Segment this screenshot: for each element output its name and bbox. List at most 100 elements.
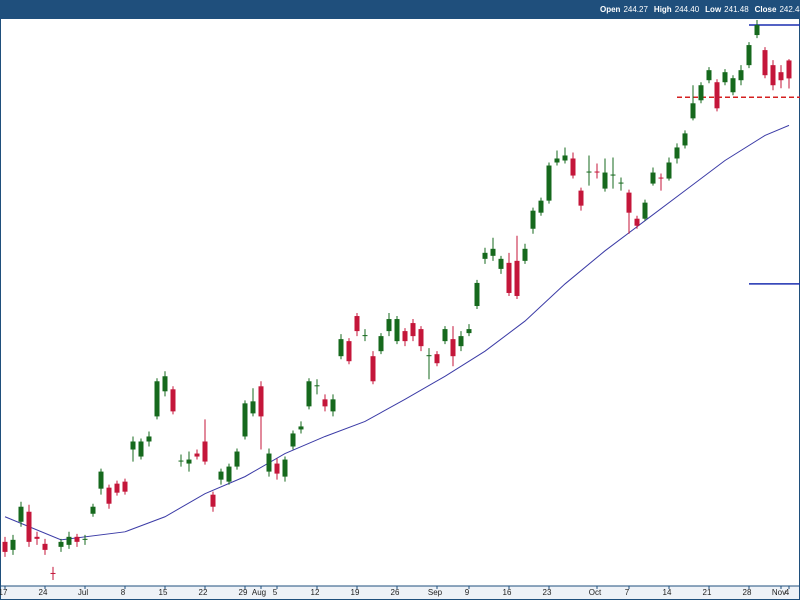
x-tick-label: 16 (503, 588, 512, 597)
header-value: 244.27 (623, 5, 648, 14)
candle-body (378, 336, 384, 352)
candle-body (18, 506, 24, 522)
candle-body (714, 82, 720, 109)
candle-body (610, 174, 616, 176)
candle-body (538, 200, 544, 213)
candle-body (82, 538, 88, 540)
candle-body (562, 155, 568, 161)
candle-body (650, 172, 656, 184)
candle-body (642, 202, 648, 219)
x-tick-label: 28 (743, 588, 752, 597)
candle-body (186, 459, 192, 464)
x-tick-label: 17 (0, 588, 8, 597)
candle-body (450, 339, 456, 357)
candle-body (578, 190, 584, 206)
candle-body (338, 339, 344, 357)
candle-body (370, 356, 376, 382)
candle-body (98, 471, 104, 489)
x-tick-label: 24 (39, 588, 48, 597)
candle-body (570, 158, 576, 176)
x-tick-label: 19 (351, 588, 360, 597)
candle-body (770, 65, 776, 86)
candle-body (242, 403, 248, 437)
x-tick-label: 7 (625, 588, 630, 597)
candle-body (690, 103, 696, 119)
candle-body (722, 72, 728, 83)
x-tick-label: 21 (703, 588, 712, 597)
candle-body (2, 541, 8, 552)
candle-body (74, 536, 80, 542)
candle-body (738, 70, 744, 81)
candle-body (522, 248, 528, 261)
x-tick-label: Sep (428, 588, 443, 597)
candle-body (250, 401, 256, 414)
candle-body (258, 386, 264, 417)
candle-body (234, 451, 240, 467)
x-tick-label: Jul (78, 588, 88, 597)
candle-body (322, 399, 328, 407)
candle-body (618, 182, 624, 184)
candle-body (666, 162, 672, 179)
candle-body (202, 441, 208, 462)
candle-body (546, 165, 552, 201)
candle-body (434, 354, 440, 364)
x-tick-label: Aug (252, 588, 266, 597)
header-label: High (654, 5, 672, 14)
header-value: 242.48 (779, 5, 800, 14)
candle-body (314, 385, 320, 387)
candle-body (514, 260, 520, 296)
candle-body (402, 331, 408, 342)
candle-body (586, 171, 592, 173)
candle-body (122, 481, 128, 492)
header-label: Low (705, 5, 722, 14)
candle-body (706, 70, 712, 81)
candle-body (394, 319, 400, 342)
x-tick-label: 9 (465, 588, 470, 597)
x-tick-label: 23 (543, 588, 552, 597)
candle-body (530, 210, 536, 229)
candle-body (506, 262, 512, 293)
candle-body (778, 72, 784, 81)
candle-body (274, 463, 280, 474)
header-label: Close (755, 5, 777, 14)
candle-body (754, 25, 760, 36)
candle-body (498, 258, 504, 269)
x-tick-label: Oct (589, 588, 602, 597)
x-tick-label: 14 (663, 588, 672, 597)
x-tick-label: 12 (311, 588, 320, 597)
x-tick-label: 8 (121, 588, 126, 597)
candle-body (418, 329, 424, 347)
x-axis-bar (0, 586, 800, 600)
candle-body (602, 172, 608, 189)
x-tick-label: 15 (159, 588, 168, 597)
candle-body (90, 506, 96, 514)
candle-body (786, 60, 792, 79)
candle-body (50, 572, 56, 574)
candle-body (66, 536, 72, 545)
x-tick-label: Nov (772, 588, 786, 597)
x-tick-label: 29 (239, 588, 248, 597)
candle-body (386, 319, 392, 332)
candle-body (210, 494, 216, 507)
header-value: 244.40 (675, 5, 700, 14)
candle-body (354, 316, 360, 332)
candle-body (490, 248, 496, 256)
candle-body (410, 323, 416, 337)
candle-body (594, 171, 600, 173)
x-tick-label: 26 (391, 588, 400, 597)
header-value: 241.48 (724, 5, 749, 14)
candle-body (170, 389, 176, 412)
candle-body (58, 541, 64, 547)
candle-body (762, 50, 768, 76)
header-label: Open (600, 5, 621, 14)
candle-body (554, 158, 560, 163)
candle-body (634, 218, 640, 226)
header-bar (0, 0, 800, 19)
candle-body (346, 341, 352, 362)
candle-body (10, 539, 16, 550)
candle-body (730, 78, 736, 93)
candle-body (466, 329, 472, 334)
candle-body (682, 133, 688, 146)
